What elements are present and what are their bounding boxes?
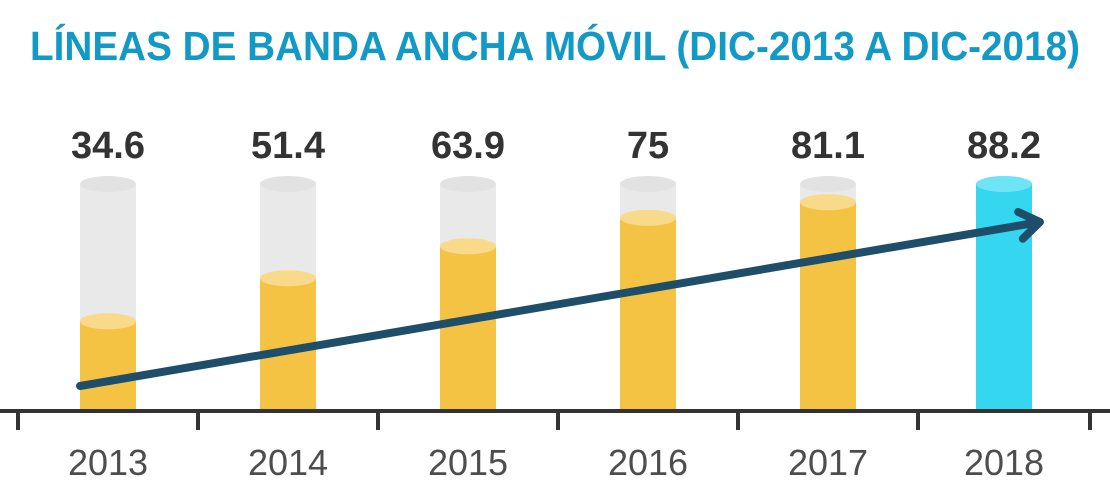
x-tick-label-2015: 2015 <box>428 442 508 483</box>
chart-title: LÍNEAS DE BANDA ANCHA MÓVIL (DIC-2013 A … <box>30 23 1080 69</box>
bar-2017 <box>800 202 856 410</box>
data-label-2013: 34.6 <box>71 125 145 167</box>
x-tick-label-2016: 2016 <box>608 442 688 483</box>
bar-cap-2015 <box>440 238 496 255</box>
bar-2016 <box>620 217 676 410</box>
x-tick-labels: 2013 2014 2015 2016 2017 2018 <box>68 442 1044 483</box>
trend-arrow-line <box>76 219 1038 390</box>
bar-track-cap <box>260 176 316 192</box>
x-tick-label-2014: 2014 <box>248 442 328 483</box>
bar-cap-2014 <box>260 270 316 287</box>
bars <box>80 176 1032 410</box>
bar-cap-2016 <box>620 209 676 226</box>
x-tick-label-2013: 2013 <box>68 442 148 483</box>
x-tick-label-2017: 2017 <box>788 442 868 483</box>
bar-track-cap <box>80 176 136 192</box>
x-tick-label-2018: 2018 <box>964 442 1044 483</box>
bar-cap-2013 <box>80 313 136 330</box>
bar-tracks <box>80 176 1032 410</box>
data-label-2017: 81.1 <box>791 125 865 167</box>
bar-track-cap <box>440 176 496 192</box>
trend-arrow-head <box>1014 207 1044 243</box>
bar-2015 <box>440 246 496 410</box>
bar-track-cap <box>800 176 856 192</box>
bar-cap-2017 <box>800 194 856 211</box>
bar-cap-2018 <box>976 176 1032 192</box>
bar-track-cap <box>620 176 676 192</box>
data-label-2014: 51.4 <box>251 125 325 167</box>
x-axis <box>0 409 1110 430</box>
data-label-2015: 63.9 <box>431 125 505 167</box>
value-labels: 34.6 51.4 63.9 75 81.1 88.2 <box>71 125 1041 167</box>
data-label-2018: 88.2 <box>967 125 1041 167</box>
data-label-2016: 75 <box>627 125 669 167</box>
bar-2013 <box>80 321 136 410</box>
trend-arrow <box>76 207 1044 390</box>
